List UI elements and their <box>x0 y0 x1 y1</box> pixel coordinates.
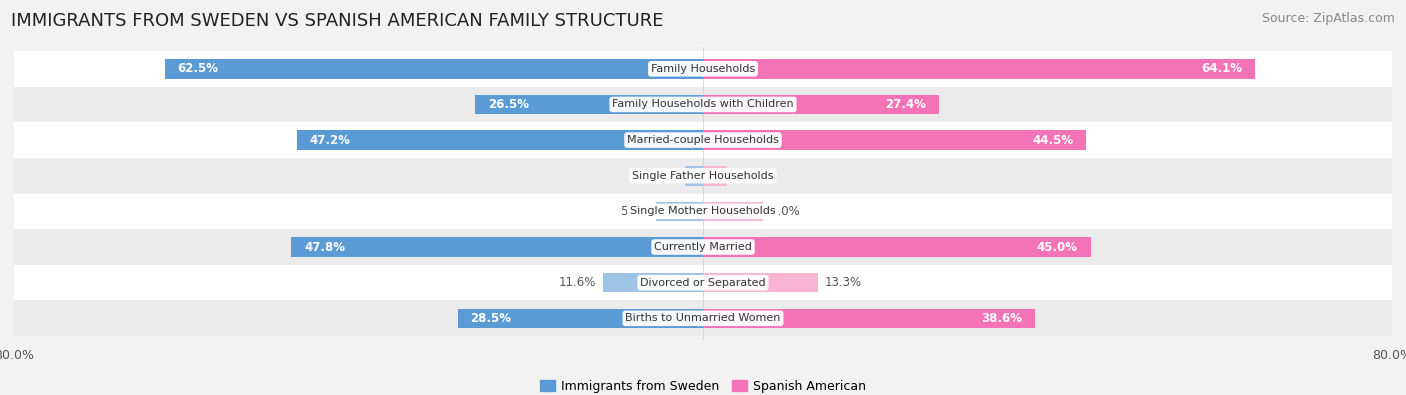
Text: Currently Married: Currently Married <box>654 242 752 252</box>
Text: 2.1%: 2.1% <box>648 169 678 182</box>
Bar <box>703 273 817 292</box>
Text: 2.8%: 2.8% <box>734 169 763 182</box>
Bar <box>14 265 1392 301</box>
Text: 45.0%: 45.0% <box>1036 241 1077 254</box>
Bar <box>703 201 763 221</box>
Bar <box>14 194 1392 229</box>
Text: Married-couple Households: Married-couple Households <box>627 135 779 145</box>
Bar <box>703 166 727 186</box>
Bar <box>703 59 1256 79</box>
Text: 47.2%: 47.2% <box>309 134 350 147</box>
Bar <box>14 122 1392 158</box>
Text: Single Mother Households: Single Mother Households <box>630 206 776 216</box>
Legend: Immigrants from Sweden, Spanish American: Immigrants from Sweden, Spanish American <box>534 375 872 395</box>
Bar <box>685 166 703 186</box>
Bar <box>703 95 939 114</box>
Bar <box>475 95 703 114</box>
Text: Family Households: Family Households <box>651 64 755 74</box>
Text: Single Father Households: Single Father Households <box>633 171 773 181</box>
Text: 47.8%: 47.8% <box>304 241 346 254</box>
Bar <box>703 130 1087 150</box>
Text: 11.6%: 11.6% <box>558 276 596 289</box>
Bar <box>14 158 1392 194</box>
Text: 28.5%: 28.5% <box>471 312 512 325</box>
Bar <box>14 301 1392 336</box>
Text: Source: ZipAtlas.com: Source: ZipAtlas.com <box>1261 12 1395 25</box>
Text: 26.5%: 26.5% <box>488 98 529 111</box>
Bar <box>297 130 703 150</box>
Text: 64.1%: 64.1% <box>1201 62 1241 75</box>
Bar <box>291 237 703 257</box>
Bar <box>603 273 703 292</box>
Bar <box>14 229 1392 265</box>
Text: 38.6%: 38.6% <box>981 312 1022 325</box>
Text: 27.4%: 27.4% <box>886 98 927 111</box>
Text: IMMIGRANTS FROM SWEDEN VS SPANISH AMERICAN FAMILY STRUCTURE: IMMIGRANTS FROM SWEDEN VS SPANISH AMERIC… <box>11 12 664 30</box>
Bar <box>14 51 1392 87</box>
Text: Births to Unmarried Women: Births to Unmarried Women <box>626 313 780 324</box>
Bar <box>703 237 1091 257</box>
Text: Family Households with Children: Family Households with Children <box>612 100 794 109</box>
Text: 7.0%: 7.0% <box>770 205 800 218</box>
Bar <box>657 201 703 221</box>
Text: Divorced or Separated: Divorced or Separated <box>640 278 766 288</box>
Text: 13.3%: 13.3% <box>824 276 862 289</box>
Bar <box>14 87 1392 122</box>
Text: 5.4%: 5.4% <box>620 205 650 218</box>
Text: 44.5%: 44.5% <box>1032 134 1073 147</box>
Text: 62.5%: 62.5% <box>177 62 219 75</box>
Bar <box>165 59 703 79</box>
Bar <box>457 308 703 328</box>
Bar <box>703 308 1035 328</box>
